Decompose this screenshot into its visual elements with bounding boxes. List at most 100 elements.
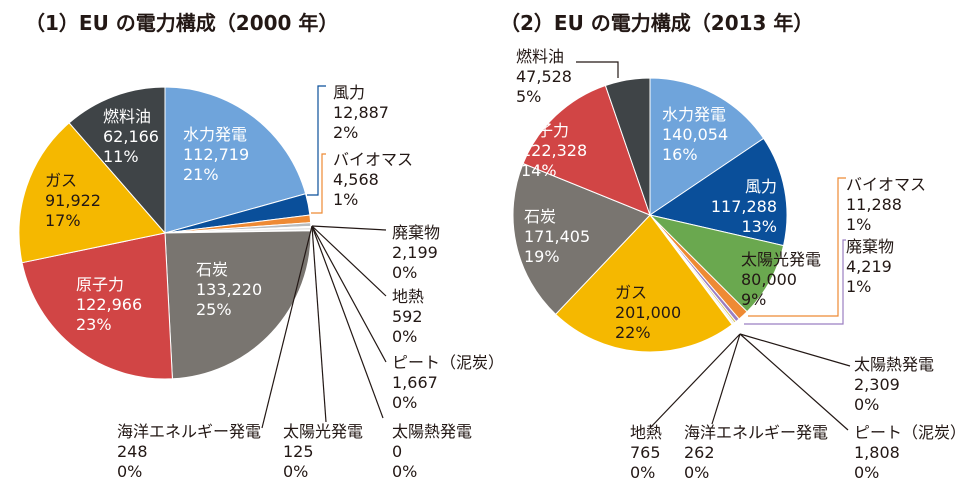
slice-value: 2,309 bbox=[854, 375, 900, 394]
leader-line bbox=[576, 61, 619, 78]
slice-percent: 0% bbox=[630, 463, 655, 482]
pie-slice-2013-13 bbox=[604, 77, 651, 216]
slice-label: ピート（泥炭） 1,667 0% bbox=[392, 353, 504, 412]
slice-percent: 0% bbox=[392, 263, 417, 282]
slice-label: 太陽光発電 80,000 9% bbox=[741, 250, 821, 309]
pie-slice-2000-13 bbox=[68, 86, 166, 235]
slice-name: ピート（泥炭） bbox=[854, 423, 960, 442]
slice-percent: 21% bbox=[183, 165, 219, 184]
slice-label: 太陽熱発電 2,309 0% bbox=[854, 355, 934, 414]
slice-label: 太陽光発電 125 0% bbox=[283, 422, 363, 481]
leader-line bbox=[739, 333, 849, 431]
slice-value: 592 bbox=[392, 307, 423, 326]
slice-label: ガス 201,000 22% bbox=[615, 283, 681, 342]
slice-percent: 1% bbox=[333, 190, 358, 209]
slice-name: 太陽熱発電 bbox=[392, 422, 472, 441]
slice-value: 201,000 bbox=[615, 303, 681, 322]
slice-name: 地熱 bbox=[630, 423, 662, 442]
slice-name: 廃棄物 bbox=[846, 237, 894, 256]
slice-label: 水力発電 140,054 16% bbox=[662, 105, 728, 164]
leader-line bbox=[261, 225, 313, 429]
slice-percent: 25% bbox=[196, 300, 232, 319]
slice-percent: 1% bbox=[846, 277, 871, 296]
slice-name: 原子力 bbox=[76, 275, 124, 294]
slice-value: 2,199 bbox=[392, 243, 438, 262]
slice-name: 水力発電 bbox=[183, 125, 247, 144]
slice-percent: 0% bbox=[283, 462, 308, 481]
slice-name: 石炭 bbox=[524, 207, 556, 226]
pie-slice-2000-12 bbox=[18, 122, 166, 264]
slice-label: 燃料油 47,528 5% bbox=[516, 47, 572, 106]
slice-label: 海洋エネルギー発電 248 0% bbox=[117, 422, 261, 481]
slice-value: 62,166 bbox=[103, 127, 159, 146]
slice-value: 0 bbox=[392, 442, 402, 461]
leader-line bbox=[739, 333, 851, 367]
slice-value: 125 bbox=[283, 442, 314, 461]
slice-label: 太陽熱発電 0 0% bbox=[392, 422, 472, 481]
slice-name: 石炭 bbox=[196, 260, 228, 279]
chart-2-title: （2）EU の電力構成（2013 年） bbox=[500, 11, 813, 35]
slice-name: 地熱 bbox=[392, 287, 424, 306]
slice-name: 太陽熱発電 bbox=[854, 355, 934, 374]
slice-percent: 0% bbox=[854, 395, 879, 414]
slice-value: 12,887 bbox=[333, 103, 389, 122]
slice-percent: 23% bbox=[76, 315, 112, 334]
leader-line bbox=[649, 333, 741, 429]
slice-name: 燃料油 bbox=[103, 107, 151, 126]
slice-name: 海洋エネルギー発電 bbox=[117, 422, 261, 441]
slice-value: 1,808 bbox=[854, 443, 900, 462]
slice-label: 海洋エネルギー発電 262 0% bbox=[684, 423, 828, 482]
slice-value: 112,719 bbox=[183, 145, 249, 164]
slice-percent: 5% bbox=[516, 87, 541, 106]
slice-value: 4,568 bbox=[333, 170, 379, 189]
slice-name: 原子力 bbox=[521, 121, 569, 140]
slice-value: 117,288 bbox=[711, 197, 777, 216]
slice-value: 11,288 bbox=[846, 195, 902, 214]
slice-value: 4,219 bbox=[846, 257, 892, 276]
pie-slice-2000-1 bbox=[164, 86, 307, 234]
pie-chart-2013: 水力発電 140,054 16% 風力 117,288 13% 太陽光発電 80,000 9% バ… bbox=[512, 47, 960, 482]
slice-label: 風力 117,288 13% bbox=[711, 177, 777, 236]
leader-line bbox=[311, 153, 326, 214]
slice-value: 1,667 bbox=[392, 373, 438, 392]
slice-label: 地熱 592 0% bbox=[392, 287, 424, 346]
slice-label: バイオマス 11,288 1% bbox=[846, 175, 926, 234]
slice-name: 風力 bbox=[333, 83, 365, 102]
chart-1-title: （1）EU の電力構成（2000 年） bbox=[25, 11, 338, 35]
slice-percent: 13% bbox=[741, 217, 777, 236]
slice-name: ガス bbox=[45, 171, 77, 190]
slice-value: 122,966 bbox=[76, 295, 142, 314]
slice-label: 原子力 122,966 23% bbox=[76, 275, 142, 334]
slice-value: 765 bbox=[630, 443, 661, 462]
slice-name: 燃料油 bbox=[516, 47, 564, 66]
leader-line bbox=[311, 225, 387, 363]
slice-label: ピート（泥炭） 1,808 0% bbox=[854, 423, 960, 482]
leader-line bbox=[744, 239, 846, 325]
slice-percent: 19% bbox=[524, 247, 560, 266]
slice-value: 248 bbox=[117, 442, 148, 461]
leader-line bbox=[711, 333, 741, 425]
slice-value: 91,922 bbox=[45, 191, 101, 210]
slice-label: 地熱 765 0% bbox=[630, 423, 662, 482]
slice-value: 140,054 bbox=[662, 125, 728, 144]
slice-value: 80,000 bbox=[741, 270, 797, 289]
slice-name: バイオマス bbox=[846, 175, 926, 194]
slice-name: 風力 bbox=[745, 177, 777, 196]
leader-line bbox=[748, 177, 846, 317]
slice-value: 133,220 bbox=[196, 280, 262, 299]
pie-slice-2013-10 bbox=[554, 214, 733, 353]
pie-slice-2000-11 bbox=[21, 232, 173, 380]
slice-percent: 11% bbox=[103, 147, 139, 166]
slice-label: バイオマス 4,568 1% bbox=[333, 150, 413, 209]
slice-value: 122,328 bbox=[521, 141, 587, 160]
slice-percent: 0% bbox=[854, 463, 879, 482]
slice-name: ガス bbox=[615, 283, 647, 302]
slice-name: 廃棄物 bbox=[392, 223, 440, 242]
leader-line bbox=[311, 225, 384, 419]
slice-percent: 0% bbox=[117, 462, 142, 481]
pie-slice-2000-10 bbox=[164, 230, 312, 380]
slice-value: 47,528 bbox=[516, 67, 572, 86]
slice-value: 262 bbox=[684, 443, 715, 462]
